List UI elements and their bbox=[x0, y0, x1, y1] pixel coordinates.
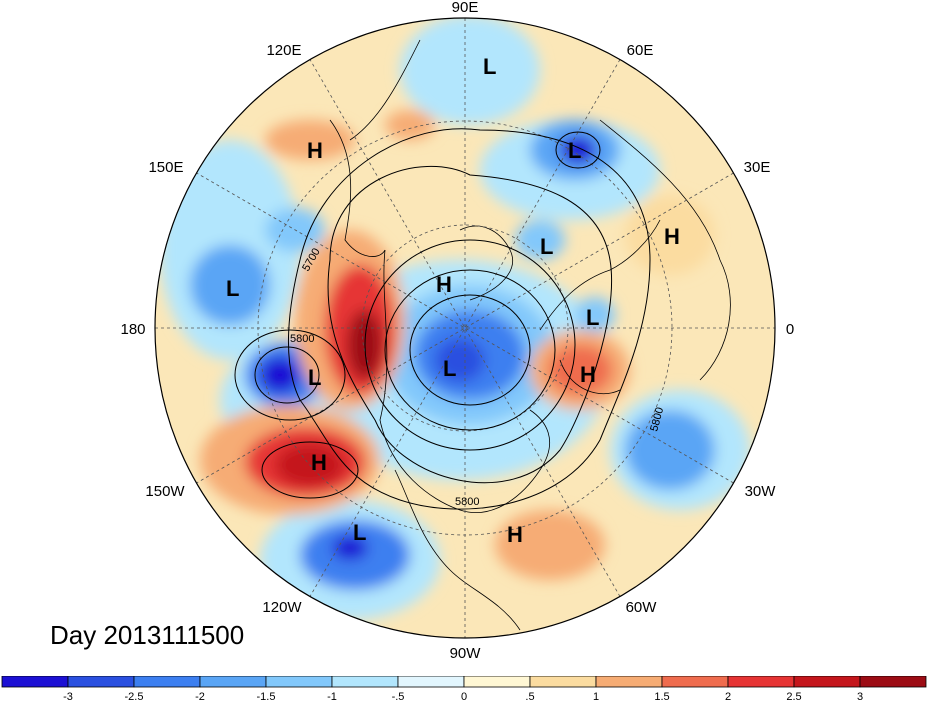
colorbar-swatch bbox=[1, 676, 69, 688]
lon-label-150e: 150E bbox=[148, 159, 183, 176]
lon-label-180: 180 bbox=[120, 321, 145, 338]
colorbar-tick-label: -2 bbox=[195, 691, 205, 702]
pressure-center-low: L bbox=[443, 356, 456, 381]
colorbar-tick-label: -1 bbox=[327, 691, 337, 702]
contour-label-5800: 5800 bbox=[455, 496, 479, 508]
colorbar-swatch bbox=[133, 676, 201, 688]
longitude-labels: 90E 60E 30E 0 30W 60W 90W 120W 150W 180 … bbox=[120, 0, 794, 662]
lon-label-90w: 90W bbox=[450, 645, 482, 662]
pressure-center-low: L bbox=[568, 138, 581, 163]
lon-label-30e: 30E bbox=[744, 159, 771, 176]
colorbar-tick-label: 2.5 bbox=[786, 691, 801, 702]
polar-map: 5700 5800 5800 5800 L H L H L H L L H L … bbox=[120, 0, 794, 662]
height-contours bbox=[234, 128, 651, 510]
pressure-center-low: L bbox=[586, 305, 599, 330]
pressure-center-low: L bbox=[308, 365, 321, 390]
lon-label-30w: 30W bbox=[745, 483, 777, 500]
lon-label-60w: 60W bbox=[626, 599, 658, 616]
pressure-center-high: H bbox=[307, 138, 323, 163]
colorbar-tick-label: -2.5 bbox=[125, 691, 144, 702]
pressure-centers: L H L H L H L L H L H L H L bbox=[226, 54, 680, 547]
coastlines bbox=[329, 39, 731, 631]
colorbar-swatch bbox=[793, 676, 861, 688]
pressure-center-high: H bbox=[311, 450, 327, 475]
colorbar-tick-label: -1.5 bbox=[257, 691, 276, 702]
colorbar-swatch bbox=[727, 676, 795, 688]
pressure-center-low: L bbox=[540, 234, 553, 259]
contour-label-5800: 5800 bbox=[290, 333, 314, 345]
colorbar-tick-label: -3 bbox=[63, 691, 73, 702]
colorbar-tick-label: -.5 bbox=[392, 691, 405, 702]
lon-label-0: 0 bbox=[786, 321, 794, 338]
lon-label-90e: 90E bbox=[452, 0, 479, 16]
colorbar-tick-label: 3 bbox=[857, 691, 863, 702]
map-date-title: Day 2013111500 bbox=[50, 620, 245, 650]
graticule bbox=[155, 18, 775, 638]
pressure-center-low: L bbox=[483, 54, 496, 79]
pressure-center-low: L bbox=[353, 520, 366, 545]
colorbar-swatch bbox=[331, 676, 399, 688]
colorbar: -3 -2.5 -2 -1.5 -1 -.5 0 .5 1 1.5 2 2.5 3 bbox=[1, 676, 927, 702]
colorbar-tick-label: 2 bbox=[725, 691, 731, 702]
colorbar-tick-label: 1 bbox=[593, 691, 599, 702]
lon-label-120w: 120W bbox=[262, 599, 302, 616]
colorbar-swatch bbox=[661, 676, 729, 688]
colorbar-swatch bbox=[67, 676, 135, 688]
pressure-center-high: H bbox=[436, 272, 452, 297]
anomaly-field bbox=[155, 18, 775, 638]
colorbar-swatch bbox=[463, 676, 531, 688]
lon-label-60e: 60E bbox=[627, 42, 654, 59]
pressure-center-high: H bbox=[507, 522, 523, 547]
pressure-center-high: H bbox=[580, 362, 596, 387]
colorbar-swatch bbox=[529, 676, 597, 688]
colorbar-swatch bbox=[199, 676, 267, 688]
map-boundary bbox=[154, 17, 776, 639]
colorbar-tick-label: .5 bbox=[525, 691, 534, 702]
colorbar-swatch bbox=[595, 676, 663, 688]
colorbar-swatch bbox=[265, 676, 333, 688]
colorbar-swatch bbox=[859, 676, 927, 688]
pressure-center-high: H bbox=[664, 224, 680, 249]
colorbar-tick-label: 0 bbox=[461, 691, 467, 702]
lon-label-150w: 150W bbox=[145, 483, 185, 500]
colorbar-tick-label: 1.5 bbox=[654, 691, 669, 702]
lon-label-120e: 120E bbox=[266, 42, 301, 59]
pressure-center-low: L bbox=[226, 276, 239, 301]
colorbar-swatch bbox=[397, 676, 465, 688]
